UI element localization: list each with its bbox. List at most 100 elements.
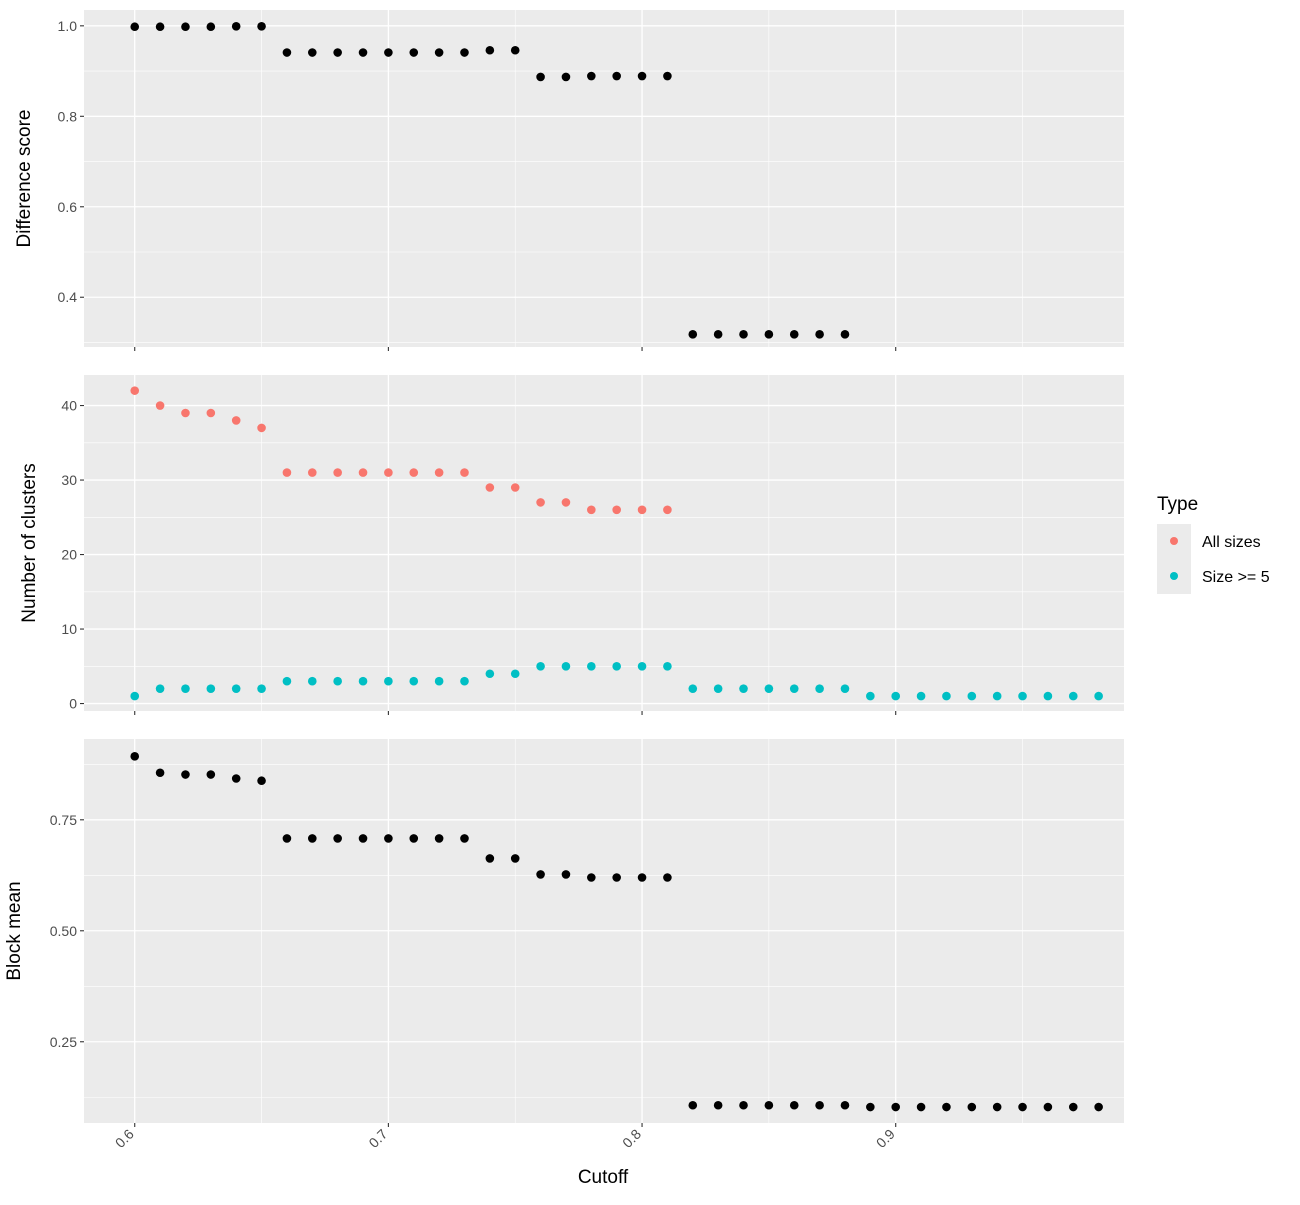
- data-point: [916, 1102, 926, 1112]
- data-point: [282, 676, 292, 686]
- data-point: [460, 48, 469, 57]
- data-point: [1094, 691, 1103, 701]
- data-point: [764, 684, 774, 693]
- data-point: [637, 873, 647, 882]
- x-tick-label: 0.6: [112, 1126, 137, 1151]
- data-point: [866, 1102, 875, 1112]
- x-tick-label: 0.7: [365, 1126, 390, 1151]
- data-point: [510, 854, 520, 863]
- data-point: [992, 1102, 1002, 1112]
- data-point: [485, 483, 495, 492]
- data-point: [206, 408, 216, 418]
- data-point: [460, 834, 469, 843]
- data-point: [663, 661, 672, 671]
- data-point: [789, 330, 799, 339]
- data-point: [333, 48, 342, 57]
- y-tick-label: 0.50: [50, 923, 77, 939]
- data-point: [307, 468, 317, 477]
- data-point: [181, 770, 190, 779]
- data-point: [130, 22, 140, 32]
- data-point: [612, 71, 621, 81]
- data-point: [663, 505, 672, 515]
- data-point: [460, 468, 469, 477]
- data-point: [891, 691, 901, 701]
- data-point: [206, 684, 216, 693]
- data-point: [561, 498, 571, 507]
- data-point: [282, 48, 292, 57]
- y-tick-label: 10: [61, 621, 77, 637]
- data-point: [231, 416, 241, 425]
- data-point: [764, 330, 774, 339]
- data-point: [333, 834, 342, 843]
- data-point: [155, 684, 165, 693]
- data-point: [384, 468, 393, 477]
- legend-key-all-sizes: [1170, 537, 1178, 545]
- data-point: [282, 468, 292, 477]
- data-point: [434, 676, 444, 686]
- y-axis-title: Block mean: [4, 881, 25, 980]
- data-point: [510, 669, 520, 679]
- data-point: [1068, 1102, 1078, 1112]
- y-tick-label: 0.4: [58, 289, 78, 305]
- data-point: [688, 684, 698, 693]
- data-point: [536, 661, 545, 671]
- legend-title: Type: [1157, 494, 1198, 515]
- data-point: [815, 330, 824, 339]
- data-point: [815, 684, 824, 693]
- legend: Type All sizes Size >= 5: [1157, 494, 1270, 594]
- data-point: [840, 330, 850, 339]
- data-point: [485, 45, 495, 55]
- data-point: [130, 386, 140, 395]
- data-point: [460, 676, 469, 686]
- panel-3: 0.6 0.7 0.8 0.9 0.25 0.50 0.75 Block mean: [4, 739, 1124, 1151]
- data-point: [536, 870, 545, 879]
- data-point: [891, 1102, 901, 1112]
- data-point: [307, 834, 317, 843]
- data-point: [358, 834, 368, 843]
- data-point: [739, 330, 748, 339]
- data-point: [181, 684, 190, 693]
- data-point: [967, 691, 977, 701]
- data-point: [992, 691, 1002, 701]
- data-point: [688, 1100, 698, 1110]
- data-point: [510, 483, 520, 492]
- data-point: [333, 468, 342, 477]
- data-point: [358, 676, 368, 686]
- data-point: [409, 676, 419, 686]
- data-point: [561, 72, 571, 82]
- data-point: [587, 71, 596, 81]
- y-tick-label: 0.25: [50, 1034, 77, 1050]
- series-1: [130, 386, 672, 515]
- data-point: [409, 48, 419, 57]
- data-point: [536, 72, 545, 82]
- data-point: [739, 684, 748, 693]
- data-point: [713, 330, 723, 339]
- data-point: [358, 48, 368, 57]
- legend-key-background: [1157, 524, 1191, 594]
- data-point: [587, 505, 596, 515]
- data-point: [231, 21, 241, 31]
- data-point: [713, 1100, 723, 1110]
- data-point: [485, 854, 495, 863]
- legend-key-size-ge-5: [1170, 572, 1178, 580]
- y-tick-label: 40: [61, 398, 77, 414]
- data-point: [257, 21, 266, 31]
- y-tick-label: 30: [61, 472, 77, 488]
- data-point: [612, 505, 621, 515]
- data-point: [1018, 1102, 1027, 1112]
- data-point: [155, 401, 165, 410]
- y-tick-label: 0: [69, 696, 77, 712]
- data-point: [789, 1100, 799, 1110]
- y-axis-title: Difference score: [14, 110, 35, 248]
- series-1: [130, 21, 850, 339]
- data-point: [840, 684, 850, 693]
- data-point: [536, 498, 545, 507]
- data-point: [384, 48, 393, 57]
- data-point: [561, 870, 571, 879]
- data-point: [612, 661, 621, 671]
- data-point: [358, 468, 368, 477]
- data-point: [967, 1102, 977, 1112]
- data-point: [1043, 1102, 1053, 1112]
